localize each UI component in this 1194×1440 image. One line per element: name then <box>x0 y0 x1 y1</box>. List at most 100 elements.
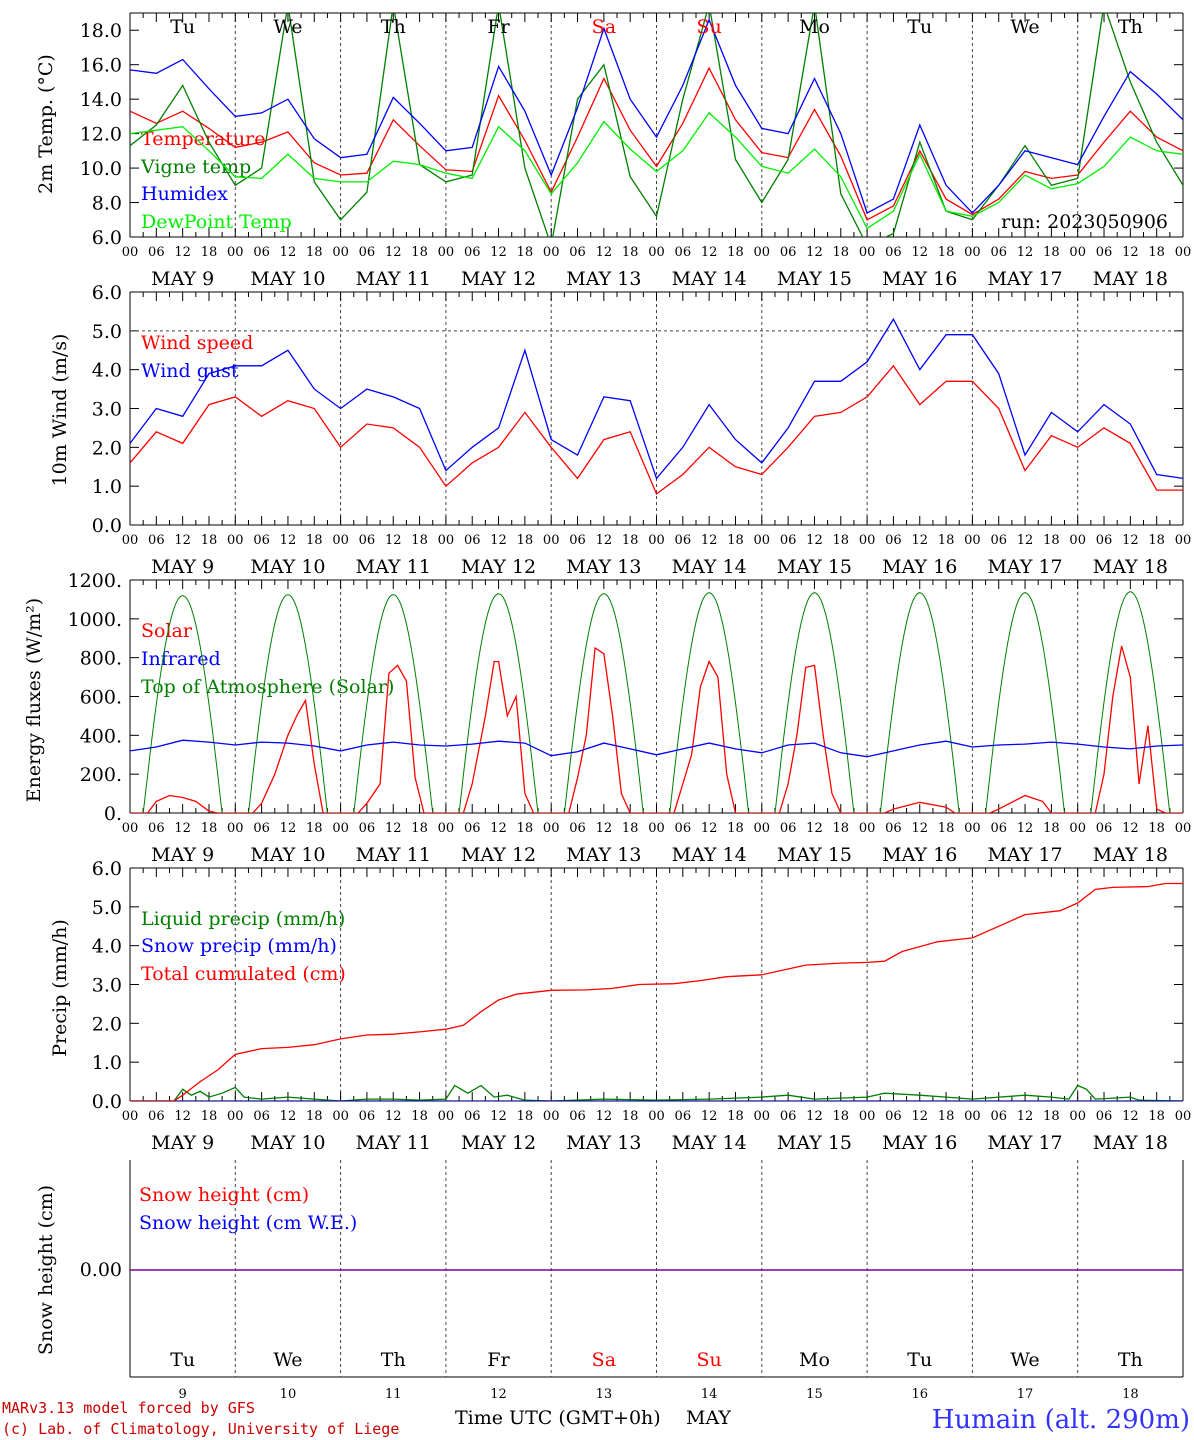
hour-label: 18 <box>1148 245 1165 260</box>
date-label: MAY 9 <box>151 268 214 290</box>
legend-humidex: Humidex <box>141 183 228 205</box>
hour-label: 18 <box>1043 821 1060 836</box>
hour-label: 00 <box>543 821 560 836</box>
hour-label: 06 <box>885 245 902 260</box>
hour-label: 12 <box>1122 821 1139 836</box>
hour-label: 12 <box>1122 245 1139 260</box>
toa-solar-curve <box>669 592 750 813</box>
legend-dewpoint: DewPoint Temp <box>141 211 292 233</box>
hour-label: 06 <box>780 821 797 836</box>
date-label: MAY 12 <box>461 556 536 578</box>
wind-ylabel: 10m Wind (m/s) <box>49 334 71 487</box>
date-label: MAY 18 <box>1093 1132 1168 1154</box>
day-number-label: 9 <box>179 1387 187 1402</box>
hour-label: 12 <box>174 1109 191 1124</box>
date-label: MAY 17 <box>987 556 1062 578</box>
hour-label: 12 <box>174 821 191 836</box>
hour-label: 12 <box>385 1109 402 1124</box>
hour-label: 12 <box>806 821 823 836</box>
day-number-label: 16 <box>911 1387 928 1402</box>
date-label: MAY 16 <box>882 556 957 578</box>
y-tick-label: 3.0 <box>92 399 122 421</box>
date-label: MAY 9 <box>151 844 214 866</box>
weekday-label: Sa <box>592 1349 616 1371</box>
weekday-label: We <box>273 1349 302 1371</box>
y-tick-label: 0.0 <box>92 515 122 537</box>
hour-label: 12 <box>280 1109 297 1124</box>
hour-label: 06 <box>885 533 902 548</box>
series-line-wind-speed <box>130 364 1183 495</box>
hour-label: 00 <box>332 821 349 836</box>
series-line-total-cumulated-cm <box>130 882 1183 1101</box>
hour-label: 12 <box>806 533 823 548</box>
hour-label: 12 <box>911 821 928 836</box>
day-number-label: 12 <box>490 1387 507 1402</box>
series-line-vigne-temp <box>130 13 1183 237</box>
hour-label: 06 <box>148 245 165 260</box>
toa-solar-curve <box>879 592 960 813</box>
hour-label: 00 <box>754 245 771 260</box>
date-label: MAY 10 <box>250 1132 325 1154</box>
date-label: MAY 12 <box>461 844 536 866</box>
hour-label: 00 <box>964 821 981 836</box>
y-tick-label: 4.0 <box>92 360 122 382</box>
date-label: MAY 13 <box>566 1132 641 1154</box>
date-label: MAY 11 <box>356 1132 431 1154</box>
series-line-wind-gust <box>130 317 1183 480</box>
date-label: MAY 16 <box>882 1132 957 1154</box>
energy-panel: Energy fluxes (W/m²) Solar Infrared Top … <box>23 570 1191 866</box>
hour-label: 00 <box>122 821 139 836</box>
hour-label: 18 <box>517 533 534 548</box>
y-tick-label: 200. <box>80 764 122 786</box>
weekday-label: Th <box>381 1349 406 1371</box>
y-tick-label: 1.0 <box>92 476 122 498</box>
y-tick-label: 800. <box>80 648 122 670</box>
date-label: MAY 18 <box>1093 556 1168 578</box>
hour-label: 06 <box>675 821 692 836</box>
hour-label: 00 <box>227 1109 244 1124</box>
hour-label: 00 <box>1175 533 1192 548</box>
hour-label: 00 <box>227 821 244 836</box>
hour-label: 06 <box>885 821 902 836</box>
weekday-label: Th <box>381 16 406 38</box>
hour-label: 00 <box>964 245 981 260</box>
weekday-label: Th <box>1118 16 1143 38</box>
hour-label: 18 <box>306 1109 323 1124</box>
hour-label: 06 <box>253 533 270 548</box>
hour-label: 12 <box>1017 245 1034 260</box>
hour-label: 06 <box>780 1109 797 1124</box>
date-label: MAY 15 <box>777 844 852 866</box>
hour-label: 18 <box>727 533 744 548</box>
hour-label: 06 <box>990 821 1007 836</box>
hour-label: 06 <box>464 821 481 836</box>
y-tick-label: 4.0 <box>92 936 122 958</box>
hour-label: 12 <box>385 821 402 836</box>
hour-label: 00 <box>332 1109 349 1124</box>
legend-wind-gust: Wind gust <box>141 360 239 382</box>
hour-label: 06 <box>464 1109 481 1124</box>
hour-label: 06 <box>1096 821 1113 836</box>
hour-label: 00 <box>1069 821 1086 836</box>
hour-label: 06 <box>359 245 376 260</box>
date-label: MAY 14 <box>672 556 747 578</box>
hour-label: 12 <box>701 533 718 548</box>
hour-label: 18 <box>622 245 639 260</box>
hour-label: 18 <box>517 821 534 836</box>
hour-label: 12 <box>911 1109 928 1124</box>
date-label: MAY 17 <box>987 268 1062 290</box>
date-label: MAY 15 <box>777 556 852 578</box>
hour-label: 12 <box>596 533 613 548</box>
snow-ylabel: Snow height (cm) <box>35 1185 57 1355</box>
hour-label: 00 <box>1175 1109 1192 1124</box>
series-line-solar <box>130 645 1183 813</box>
hour-label: 18 <box>1148 821 1165 836</box>
toa-solar-curve <box>458 593 539 813</box>
y-tick-label: 6.0 <box>92 858 122 880</box>
hour-label: 00 <box>122 245 139 260</box>
hour-label: 00 <box>332 245 349 260</box>
hour-label: 00 <box>754 821 771 836</box>
y-tick-label: 600. <box>80 687 122 709</box>
hour-label: 00 <box>859 1109 876 1124</box>
y-tick-label: 1.0 <box>92 1052 122 1074</box>
